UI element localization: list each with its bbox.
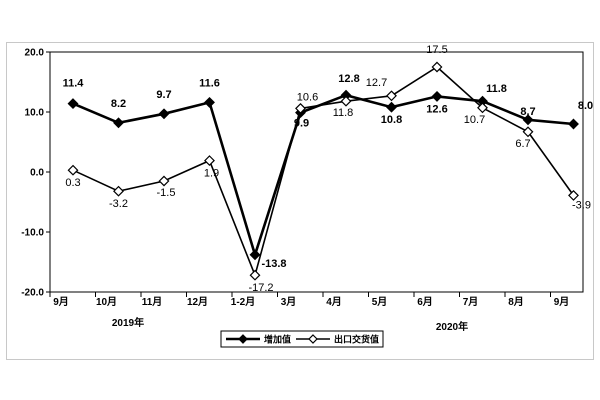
x-tick-label: 9月 [554,296,570,308]
x-tick-label: 9月 [53,296,69,308]
x-tick-label: 5月 [372,296,388,308]
data-label-value-added: 12.8 [338,73,359,85]
x-tick-label: 12月 [187,296,208,308]
data-label-export: 17.5 [426,44,447,56]
axes: 20.0 10.0 0.0 -10.0 -20.0 9月 10月 11月 12月 1-2月 3月 4月… [21,48,584,333]
marker-export [522,126,534,138]
marker-value-added [158,108,170,120]
marker-export [568,189,579,201]
marker-export [249,269,261,281]
data-label-export: -3.2 [109,198,128,210]
data-label-export: 11.8 [333,107,354,119]
marker-value-added [522,114,534,126]
data-label-value-added: 8.0 [578,100,593,112]
legend-marker-export [308,334,318,344]
data-label-value-added: 10.8 [381,114,402,126]
data-labels: 11.4 8.2 9.7 11.6 -13.8 9.9 12.8 10.8 12.6 11.8 8.… [63,44,594,294]
data-label-value-added: 8.2 [111,98,126,110]
marker-export [295,102,306,114]
marker-export [67,164,79,176]
data-label-export: 10.7 [464,114,485,126]
marker-export [340,95,352,107]
legend-label-export: 出口交货值 [334,334,379,345]
x-tick-label: 11月 [142,296,163,308]
data-label-value-added: 9.7 [156,89,171,101]
marker-value-added [204,96,215,108]
data-label-value-added: 8.7 [520,106,535,118]
series-markers [67,61,579,281]
year-label-2020: 2020年 [436,320,468,333]
x-tick-label: 3月 [281,296,297,308]
x-tick-label: 8月 [508,296,524,308]
data-label-export: 0.3 [65,177,80,189]
x-tick-label: 1-2月 [231,296,255,308]
marker-export [113,185,124,197]
marker-export [386,90,397,102]
data-label-export: 10.6 [297,91,318,103]
y-tick-label: 20.0 [25,48,45,59]
series-line-value-added [72,93,574,260]
marker-value-added [249,249,261,261]
legend: 增加值 出口交货值 [220,330,384,348]
marker-value-added [386,101,397,113]
marker-export [158,175,170,187]
marker-export [477,102,488,114]
chart-frame [6,42,594,360]
data-label-value-added: -13.8 [261,258,286,270]
data-label-value-added: 11.6 [199,77,220,89]
x-tick-label: 6月 [417,296,433,308]
data-label-export: -17.2 [248,282,273,294]
marker-value-added [568,118,579,130]
data-label-value-added: 9.9 [294,118,309,130]
series-lines [72,66,575,278]
x-tick-label: 4月 [326,296,342,308]
data-label-export: 12.7 [366,77,387,89]
data-label-export: 1.9 [204,168,219,180]
legend-marker-value-added [238,334,248,344]
x-tick-label: 7月 [463,296,479,308]
marker-export [204,155,215,167]
data-label-export: -3.9 [572,199,591,211]
data-label-export: 6.7 [515,138,530,150]
marker-value-added [113,117,124,129]
marker-export [431,61,443,73]
y-tick-label: 10.0 [25,108,45,119]
year-label-2019: 2019年 [112,316,144,329]
series-line-export [72,66,575,278]
y-tick-label: -10.0 [21,228,44,239]
y-tick-label: 0.0 [30,168,44,179]
marker-value-added [67,98,79,110]
marker-value-added [431,90,443,102]
data-label-export: -1.5 [157,187,176,199]
data-label-value-added: 11.4 [63,78,85,90]
data-label-value-added: 11.8 [486,83,507,95]
data-label-value-added: 12.6 [426,103,447,115]
y-tick-label: -20.0 [21,288,44,299]
legend-label-value-added: 增加值 [264,334,291,345]
x-tick-label: 10月 [96,296,117,308]
